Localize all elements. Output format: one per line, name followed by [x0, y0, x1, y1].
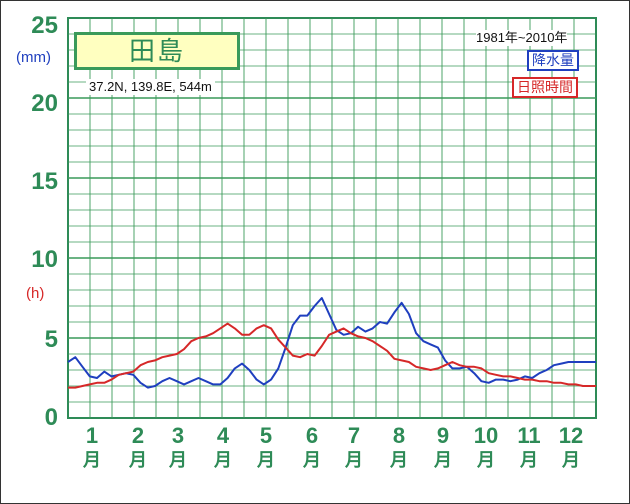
- y-unit-precip: (mm): [16, 49, 51, 66]
- month-label: 11 月: [517, 423, 541, 471]
- y-tick-label: 20: [31, 90, 58, 117]
- y-tick-label: 0: [44, 404, 58, 431]
- legend-precipitation: 降水量: [527, 50, 579, 71]
- y-tick-label: 15: [31, 168, 58, 195]
- legend-sunshine: 日照時間: [512, 77, 578, 98]
- month-label: 12 月: [558, 423, 584, 471]
- month-label: 10 月: [473, 423, 499, 471]
- precipitation-line: [67, 297, 596, 389]
- sunshine-line: [68, 322, 596, 389]
- y-tick-label: 25: [31, 12, 58, 39]
- y-unit-sun: (h): [26, 285, 45, 302]
- station-name-box: 田島: [74, 32, 240, 70]
- station-name: 田島: [128, 36, 185, 66]
- y-tick-label: 5: [44, 326, 58, 353]
- station-location: 37.2N, 139.8E, 544m: [86, 79, 215, 95]
- period-label: 1981年~2010年: [476, 30, 568, 46]
- y-tick-label: 10: [31, 246, 58, 273]
